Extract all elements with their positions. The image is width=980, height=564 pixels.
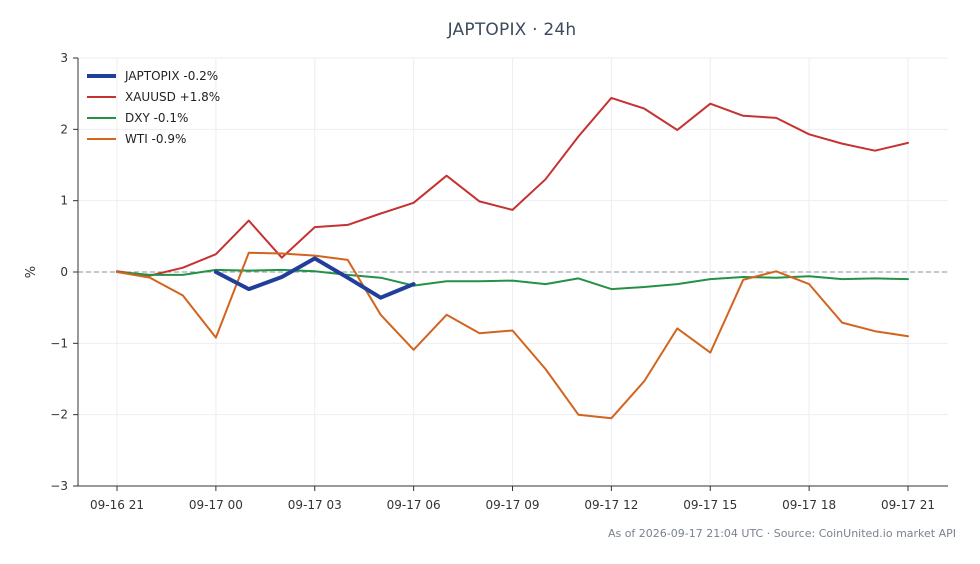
y-tick-label: −1 [50, 336, 68, 350]
series-line-2 [116, 268, 909, 291]
series-line-1 [116, 96, 909, 277]
x-tick-label: 09-17 12 [584, 498, 638, 512]
y-axis-label: % [24, 266, 39, 278]
legend-label: JAPTOPIX -0.2% [124, 69, 218, 83]
chart-title: JAPTOPIX · 24h [447, 20, 577, 40]
y-tick-label: 3 [60, 51, 68, 65]
x-tick-label: 09-17 09 [486, 498, 540, 512]
legend-label: XAUUSD +1.8% [125, 90, 220, 104]
x-tick-label: 09-17 00 [189, 498, 243, 512]
legend-label: WTI -0.9% [125, 132, 186, 146]
x-tick-label: 09-16 21 [90, 498, 144, 512]
y-tick-label: 0 [60, 265, 68, 279]
series-line-3 [116, 251, 909, 420]
legend-label: DXY -0.1% [125, 111, 188, 125]
y-tick-label: 1 [60, 194, 68, 208]
x-tick-label: 09-17 18 [782, 498, 836, 512]
y-tick-label: −3 [50, 479, 68, 493]
series-line-0 [213, 256, 416, 300]
x-tick-label: 09-17 03 [288, 498, 342, 512]
x-tick-label: 09-17 06 [387, 498, 441, 512]
y-tick-label: 2 [60, 122, 68, 136]
y-tick-label: −2 [50, 408, 68, 422]
source-footnote: As of 2026-09-17 21:04 UTC · Source: Coi… [607, 527, 956, 540]
x-tick-label: 09-17 15 [683, 498, 737, 512]
x-tick-label: 09-17 21 [881, 498, 935, 512]
